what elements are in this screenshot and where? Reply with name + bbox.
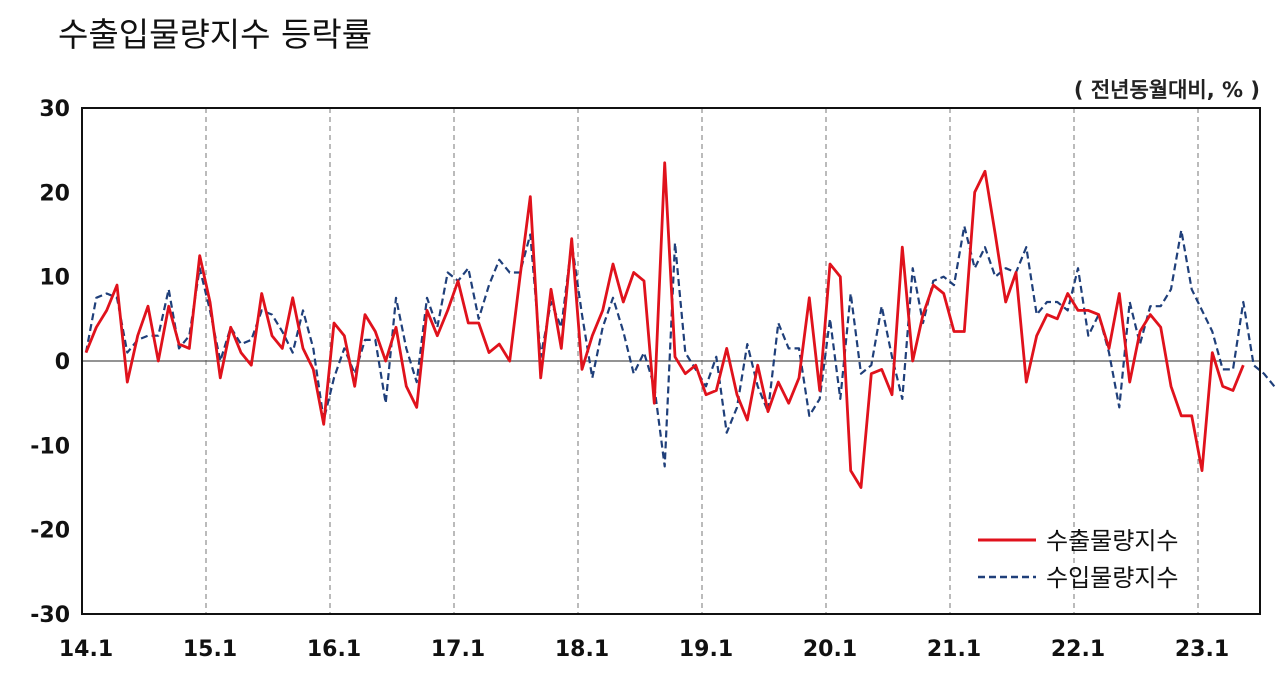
x-axis: 14.1 15.1 16.1 17.1 18.1 19.1 20.1 21.1 22.1 23.1 (59, 637, 1229, 662)
x-tick-label: 20.1 (803, 637, 857, 662)
y-tick-label: 30 (39, 97, 70, 122)
y-axis: 30 20 10 0 -10 -20 -30 (30, 97, 70, 628)
y-tick-label: -30 (30, 603, 70, 628)
x-tick-label: 18.1 (555, 637, 609, 662)
x-tick-label: 16.1 (307, 637, 361, 662)
x-tick-label: 19.1 (679, 637, 733, 662)
y-tick-label: 20 (39, 181, 70, 206)
series-layer (84, 161, 1276, 489)
y-tick-label: 10 (39, 266, 70, 291)
import-volume-line (84, 225, 1276, 468)
unit-label: ( 전년동월대비, % ) (1073, 78, 1260, 102)
chart-title: 수출입물량지수 등락률 (58, 15, 373, 54)
legend-label-1: 수출물량지수 (1046, 527, 1178, 555)
x-tick-label: 23.1 (1175, 637, 1229, 662)
export-volume-line (84, 161, 1245, 489)
plot-frame (81, 107, 1261, 615)
y-tick-label: 0 (55, 350, 70, 375)
legend-label-2: 수입물량지수 (1046, 564, 1178, 592)
x-tick-label: 22.1 (1051, 637, 1105, 662)
x-tick-label: 17.1 (431, 637, 485, 662)
x-tick-label: 14.1 (59, 637, 113, 662)
y-tick-label: -10 (30, 434, 70, 459)
x-tick-label: 15.1 (183, 637, 237, 662)
x-tick-label: 21.1 (927, 637, 981, 662)
y-tick-label: -20 (30, 519, 70, 544)
